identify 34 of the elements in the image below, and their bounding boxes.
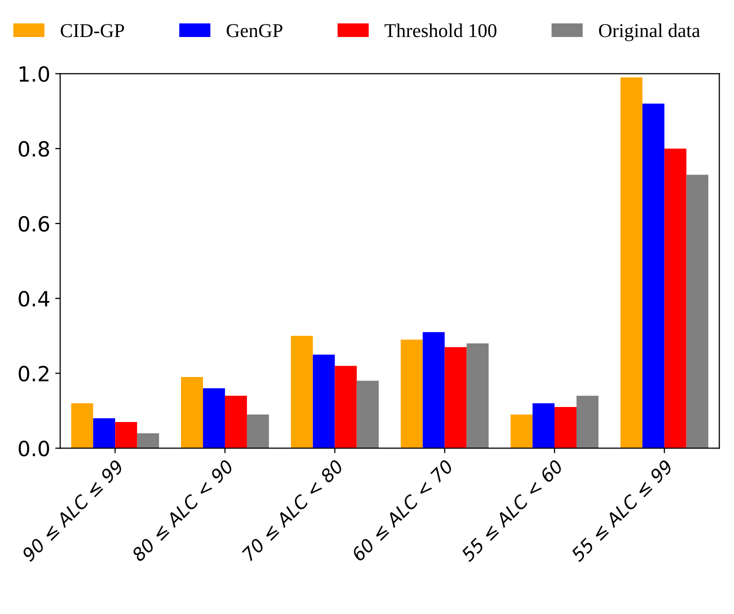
bar: [203, 388, 225, 448]
bar: [642, 104, 664, 448]
bar: [71, 403, 94, 448]
bar: [246, 414, 269, 448]
bar: [181, 377, 203, 448]
bar: [312, 354, 335, 448]
y-tick-label: 1.0: [20, 66, 50, 82]
y-tick-label: 0.4: [18, 290, 50, 307]
legend-label: CID-GP: [60, 24, 124, 38]
bar: [400, 340, 423, 448]
legend-label: Threshold 100: [384, 24, 496, 38]
bar: [532, 403, 555, 448]
bar: [290, 336, 313, 448]
bar: [686, 174, 708, 448]
y-tick-label: 0.0: [18, 440, 50, 456]
bar: [554, 407, 577, 448]
y-tick-label: 0.2: [18, 366, 48, 382]
bar: [620, 77, 642, 448]
legend-label: Original data: [599, 24, 700, 42]
bar: [224, 396, 247, 448]
bar: [137, 433, 160, 448]
bar: [334, 366, 357, 448]
bar: [93, 418, 116, 448]
y-tick-label: 0.6: [18, 216, 50, 232]
legend-label: GenGP: [226, 24, 282, 38]
bar: [115, 422, 138, 448]
bar: [356, 380, 379, 448]
bar: [444, 347, 467, 448]
bar: [466, 343, 489, 448]
y-tick-label: 0.8: [18, 141, 50, 157]
bar: [510, 414, 533, 448]
bar: [576, 396, 598, 448]
bar: [664, 148, 686, 448]
bar: [422, 332, 445, 448]
